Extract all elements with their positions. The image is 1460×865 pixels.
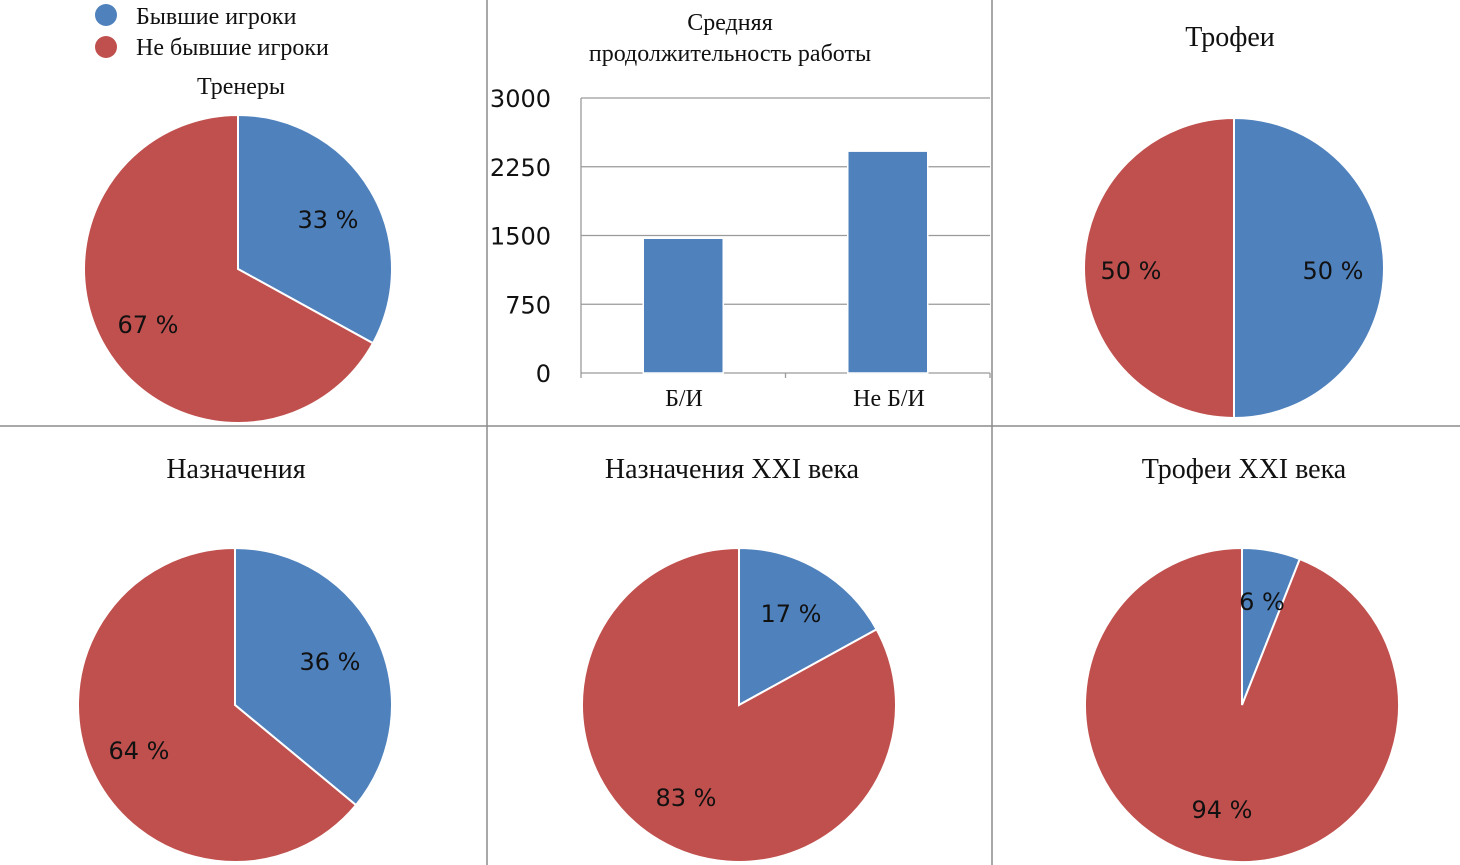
legend-swatch-former (95, 4, 117, 26)
legend: Бывшие игроки Не бывшие игроки (95, 4, 329, 61)
pie-chart-coaches: Тренеры 33 % 67 % (83, 74, 393, 424)
pie-label-trophies-former: 50 % (1303, 257, 1364, 285)
pie-slice-appointments-21st-non-former (581, 546, 897, 863)
bar-chart-title-line2: продолжительность работы (589, 41, 871, 67)
bar-y-tick-label-1500: 1500 (490, 223, 551, 251)
bar-y-tick-label-3000: 3000 (490, 85, 551, 113)
bar-former (642, 237, 724, 374)
pie-title-appointments-21st: Назначения XXI века (605, 454, 860, 485)
pie-slice-coaches-non-former (83, 113, 375, 424)
bar-chart-x-tick-marks (580, 373, 991, 378)
pie-slices-trophies-21st (1084, 546, 1401, 863)
pie-chart-trophies-21st: Трофеи XXI века 6 % 94 % (1084, 454, 1401, 863)
legend-label-non-former: Не бывшие игроки (136, 35, 329, 61)
pie-slices-appointments (77, 546, 393, 863)
pie-label-appointments-21st-non-former: 83 % (656, 784, 717, 812)
pie-slice-appointments-21st-former (738, 546, 878, 707)
pie-slices-appointments-21st (581, 546, 897, 863)
pie-slice-appointments-non-former (77, 546, 358, 863)
pie-label-trophies-21st-former: 6 % (1239, 588, 1285, 616)
pie-label-trophies-non-former: 50 % (1101, 257, 1162, 285)
bar-category-label-non-former: Не Б/И (853, 386, 925, 412)
bar-chart-gridlines (580, 97, 990, 374)
legend-swatch-non-former (95, 36, 117, 58)
bar-y-tick-label-750: 750 (505, 291, 551, 319)
pie-label-coaches-non-former: 67 % (118, 311, 179, 339)
pie-label-trophies-21st-non-former: 94 % (1192, 796, 1253, 824)
bar-chart-tenure: Средняя продолжительность работы 0 750 150… (490, 10, 991, 412)
pie-label-coaches-former: 33 % (298, 206, 359, 234)
pie-slice-trophies-former (1233, 116, 1385, 420)
pie-slice-trophies-non-former (1083, 116, 1235, 420)
pie-slices-coaches (83, 113, 393, 424)
pie-chart-appointments: Назначения 36 % 64 % (77, 454, 393, 863)
bar-y-tick-label-0: 0 (536, 360, 551, 388)
pie-label-appointments-non-former: 64 % (109, 737, 170, 765)
bar-category-label-former: Б/И (665, 386, 703, 412)
pie-chart-trophies: Трофеи 50 % 50 % (1083, 22, 1385, 420)
bar-chart-title-line1: Средняя (687, 10, 772, 36)
pie-chart-appointments-21st: Назначения XXI века 17 % 83 % (581, 454, 897, 863)
pie-title-appointments: Назначения (166, 454, 305, 485)
pie-slice-trophies-21st-non-former (1084, 546, 1401, 863)
bar-non-former (847, 150, 929, 374)
pie-slices-trophies (1083, 116, 1385, 420)
pie-label-appointments-former: 36 % (300, 648, 361, 676)
pie-label-appointments-21st-former: 17 % (761, 600, 822, 628)
legend-label-former: Бывшие игроки (136, 4, 297, 30)
pie-title-trophies-21st: Трофеи XXI века (1142, 454, 1347, 485)
bar-chart-bars (642, 150, 929, 374)
pie-slice-coaches-former (237, 113, 393, 345)
bar-chart-y-tick-labels: 0 750 1500 2250 3000 (490, 85, 551, 388)
bar-y-tick-label-2250: 2250 (490, 154, 551, 182)
pie-slice-appointments-former (234, 546, 393, 807)
pie-title-coaches: Тренеры (197, 74, 285, 100)
pie-title-trophies: Трофеи (1185, 22, 1275, 53)
